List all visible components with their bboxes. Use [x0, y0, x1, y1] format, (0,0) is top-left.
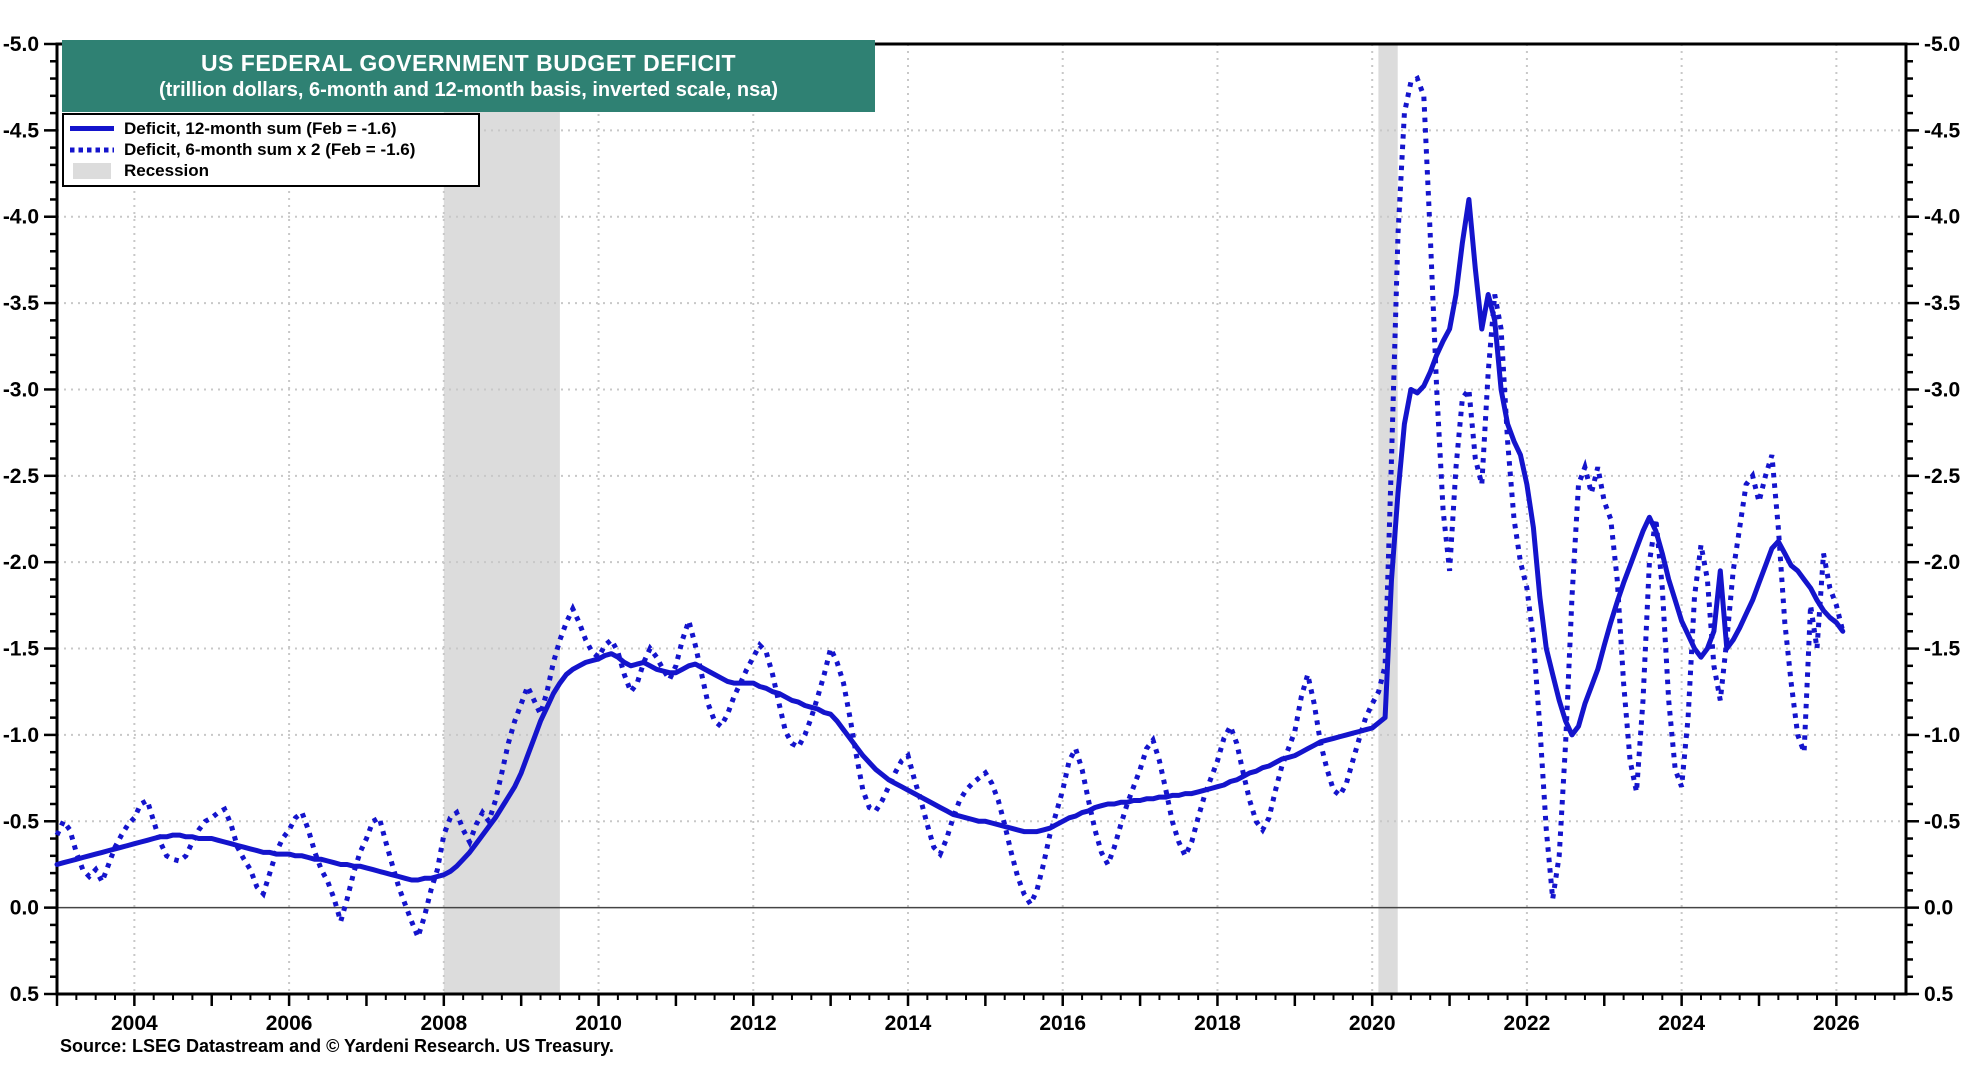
x-axis-label: 2006 [266, 1012, 313, 1035]
solid-line-swatch [70, 126, 114, 132]
y-axis-label-left: 0.5 [10, 983, 40, 1006]
x-axis-label: 2026 [1813, 1012, 1860, 1035]
x-axis-label: 2012 [730, 1012, 777, 1035]
x-axis-label: 2004 [111, 1012, 158, 1035]
y-axis-label-right: 0.0 [1924, 897, 1953, 920]
y-axis-label-left: -2.5 [3, 465, 40, 488]
y-axis-label-right: -2.0 [1924, 551, 1960, 574]
y-axis-label-left: 0.0 [10, 897, 39, 920]
chart-title-box: US FEDERAL GOVERNMENT BUDGET DEFICIT (tr… [62, 40, 875, 112]
x-axis-label: 2020 [1349, 1012, 1396, 1035]
x-axis-label: 2014 [885, 1012, 932, 1035]
x-axis-label: 2024 [1658, 1012, 1705, 1035]
legend-label-12-month: Deficit, 12-month sum (Feb = -1.6) [124, 118, 397, 138]
recession-band [443, 44, 560, 994]
legend: Deficit, 12-month sum (Feb = -1.6) Defic… [62, 113, 480, 187]
legend-item-12-month: Deficit, 12-month sum (Feb = -1.6) [70, 118, 472, 139]
y-axis-label-left: -2.0 [3, 551, 39, 574]
y-axis-label-left: -3.5 [3, 292, 40, 315]
recession-swatch [73, 163, 111, 180]
legend-label-6-month: Deficit, 6-month sum x 2 (Feb = -1.6) [124, 139, 416, 159]
series-12-month-line [54, 197, 1846, 883]
y-axis-label-right: -3.0 [1924, 378, 1960, 401]
y-axis-label-left: -4.0 [3, 206, 39, 229]
legend-item-6-month: Deficit, 6-month sum x 2 (Feb = -1.6) [70, 139, 472, 160]
y-axis-label-right: -0.5 [1924, 810, 1961, 833]
y-axis-label-left: -4.5 [3, 119, 40, 142]
y-axis-label-left: -5.0 [3, 33, 39, 56]
x-axis-label: 2016 [1039, 1012, 1086, 1035]
y-axis-label-right: -4.0 [1924, 206, 1960, 229]
y-axis-label-left: -0.5 [3, 810, 40, 833]
legend-label-recession: Recession [124, 161, 210, 181]
y-axis-label-right: -3.5 [1924, 292, 1961, 315]
y-axis-label-right: -1.5 [1924, 638, 1961, 661]
y-axis-label-left: -3.0 [3, 378, 39, 401]
chart-title: US FEDERAL GOVERNMENT BUDGET DEFICIT [200, 50, 737, 77]
chart-subtitle: (trillion dollars, 6-month and 12-month … [158, 78, 778, 101]
source-attribution: Source: LSEG Datastream and © Yardeni Re… [60, 1036, 614, 1056]
y-axis-label-right: -5.0 [1924, 33, 1960, 56]
dotted-line-swatch [70, 147, 114, 153]
series-6-month-line [54, 74, 1846, 945]
y-axis-label-right: -2.5 [1924, 465, 1961, 488]
y-axis-label-left: -1.0 [3, 724, 39, 747]
y-axis-label-right: -4.5 [1924, 119, 1961, 142]
legend-item-recession: Recession [70, 161, 472, 182]
y-axis-label-right: 0.5 [1924, 983, 1954, 1006]
x-axis-label: 2010 [575, 1012, 622, 1035]
x-axis-label: 2008 [420, 1012, 467, 1035]
y-axis-label-left: -1.5 [3, 638, 40, 661]
x-axis-label: 2018 [1194, 1012, 1241, 1035]
plot-border [55, 42, 1908, 996]
y-axis-label-right: -1.0 [1924, 724, 1960, 747]
recession-band [1378, 44, 1398, 994]
x-axis-label: 2022 [1504, 1012, 1551, 1035]
